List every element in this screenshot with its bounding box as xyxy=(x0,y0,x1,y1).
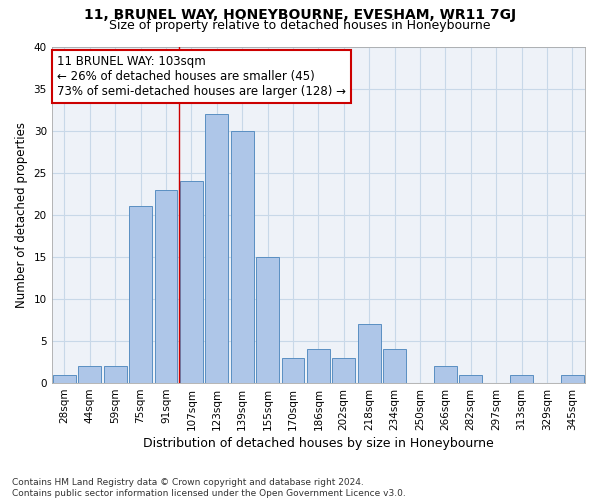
Bar xyxy=(358,324,380,383)
Bar xyxy=(79,366,101,383)
Text: 11 BRUNEL WAY: 103sqm
← 26% of detached houses are smaller (45)
73% of semi-deta: 11 BRUNEL WAY: 103sqm ← 26% of detached … xyxy=(57,55,346,98)
Bar xyxy=(281,358,304,383)
Bar xyxy=(53,374,76,383)
Bar xyxy=(332,358,355,383)
Bar xyxy=(155,190,178,383)
Bar xyxy=(307,350,330,383)
Text: 11, BRUNEL WAY, HONEYBOURNE, EVESHAM, WR11 7GJ: 11, BRUNEL WAY, HONEYBOURNE, EVESHAM, WR… xyxy=(84,8,516,22)
Bar xyxy=(256,257,279,383)
Bar xyxy=(104,366,127,383)
X-axis label: Distribution of detached houses by size in Honeybourne: Distribution of detached houses by size … xyxy=(143,437,494,450)
Bar xyxy=(561,374,584,383)
Bar xyxy=(434,366,457,383)
Bar xyxy=(459,374,482,383)
Text: Contains HM Land Registry data © Crown copyright and database right 2024.
Contai: Contains HM Land Registry data © Crown c… xyxy=(12,478,406,498)
Bar xyxy=(231,130,254,383)
Bar xyxy=(510,374,533,383)
Bar xyxy=(129,206,152,383)
Y-axis label: Number of detached properties: Number of detached properties xyxy=(15,122,28,308)
Bar xyxy=(205,114,228,383)
Bar xyxy=(383,350,406,383)
Text: Size of property relative to detached houses in Honeybourne: Size of property relative to detached ho… xyxy=(109,18,491,32)
Bar xyxy=(180,181,203,383)
